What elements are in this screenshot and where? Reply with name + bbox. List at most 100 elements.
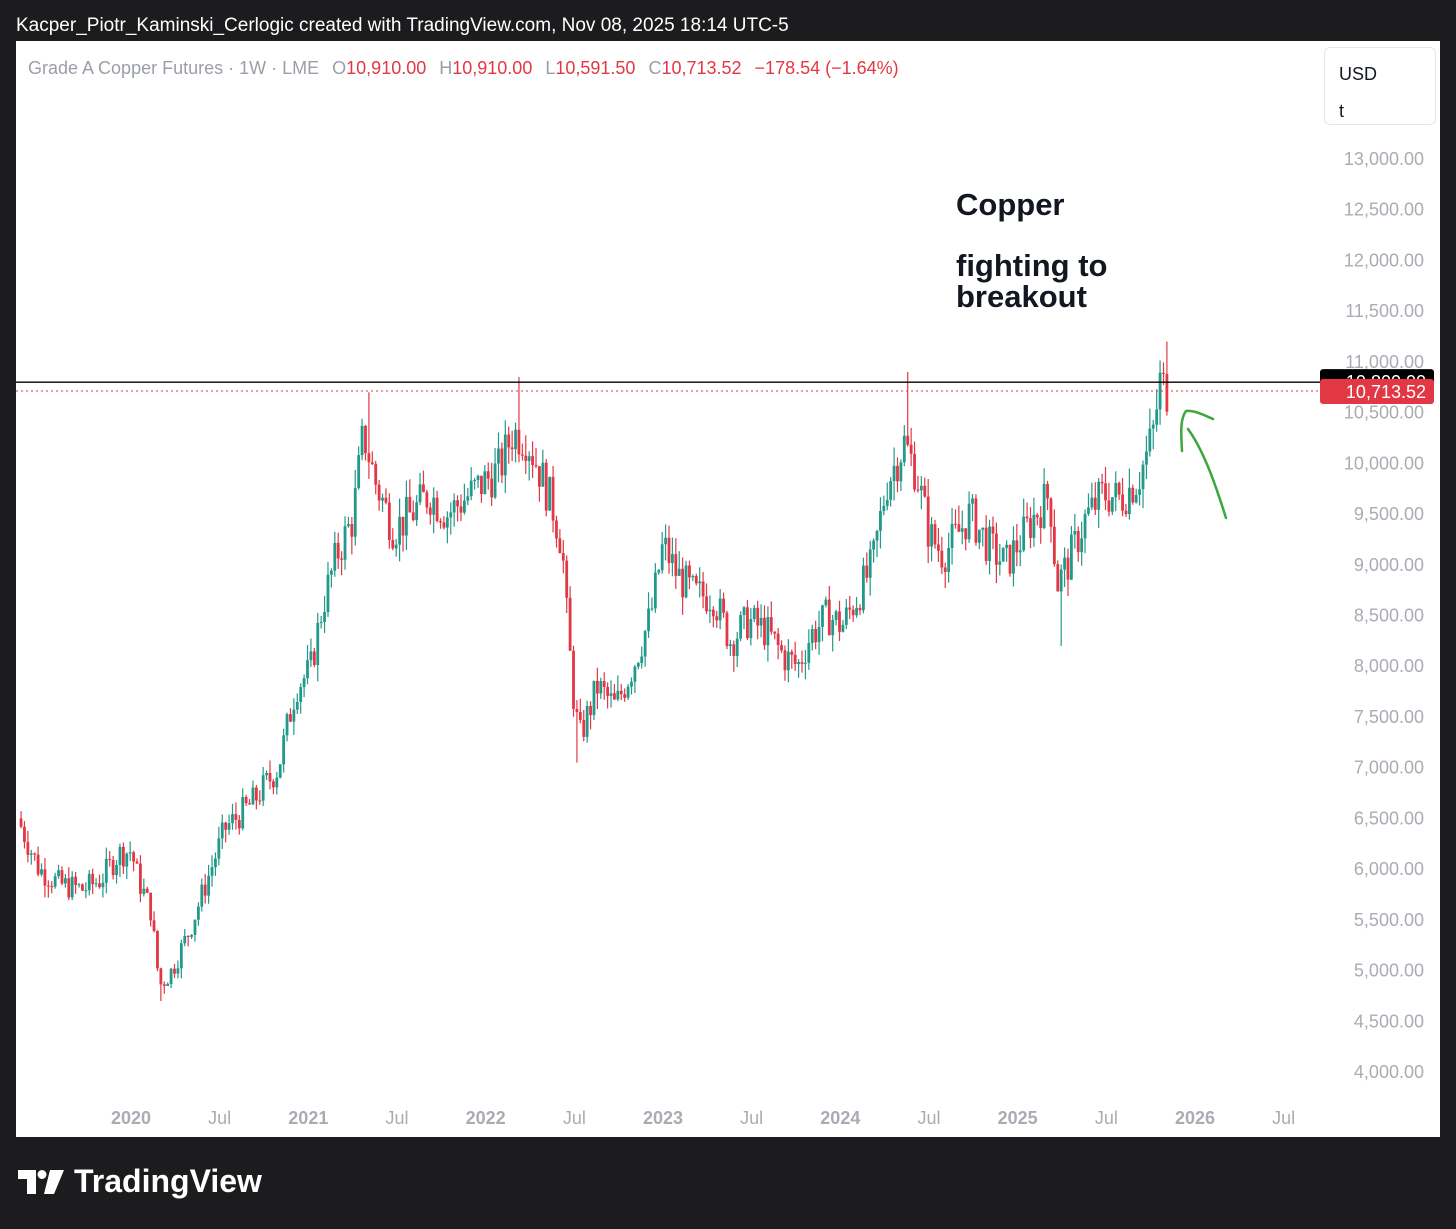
candle[interactable] <box>889 477 893 507</box>
candle[interactable] <box>616 675 620 702</box>
candle[interactable] <box>241 788 245 831</box>
candle[interactable] <box>606 682 610 709</box>
candle[interactable] <box>1114 471 1118 512</box>
candle[interactable] <box>906 372 910 447</box>
candle[interactable] <box>401 516 405 552</box>
candle[interactable] <box>671 537 674 577</box>
candle[interactable] <box>681 557 685 615</box>
candle[interactable] <box>677 551 681 577</box>
candle[interactable] <box>316 612 320 682</box>
candle[interactable] <box>882 495 886 516</box>
candle[interactable] <box>1070 526 1073 580</box>
candle[interactable] <box>701 572 705 609</box>
candle[interactable] <box>930 516 933 562</box>
candle[interactable] <box>589 701 592 730</box>
candle[interactable] <box>1127 468 1131 520</box>
candle[interactable] <box>1056 560 1060 592</box>
candle[interactable] <box>74 872 78 894</box>
candle[interactable] <box>865 552 869 583</box>
candle[interactable] <box>592 680 596 721</box>
candle[interactable] <box>1046 480 1049 511</box>
candle[interactable] <box>937 528 940 563</box>
candle[interactable] <box>422 470 425 493</box>
candle[interactable] <box>568 586 572 651</box>
candle[interactable] <box>425 489 429 514</box>
candle[interactable] <box>227 814 231 835</box>
candle[interactable] <box>739 611 743 642</box>
candle[interactable] <box>541 449 545 487</box>
candle[interactable] <box>694 573 698 586</box>
candle[interactable] <box>490 462 494 506</box>
candle[interactable] <box>977 529 981 550</box>
candle[interactable] <box>988 519 991 575</box>
candle[interactable] <box>94 878 98 888</box>
candle[interactable] <box>752 604 756 623</box>
candle[interactable] <box>374 460 378 495</box>
candle[interactable] <box>947 532 951 583</box>
candle[interactable] <box>1012 526 1015 587</box>
candle[interactable] <box>732 640 736 672</box>
candle[interactable] <box>517 377 521 463</box>
candle[interactable] <box>514 422 517 463</box>
candle[interactable] <box>633 664 637 693</box>
currency-unit-selector[interactable]: USD t <box>1324 47 1436 125</box>
candle[interactable] <box>1097 478 1101 529</box>
candle[interactable] <box>585 700 589 743</box>
candle[interactable] <box>452 493 456 527</box>
candle[interactable] <box>575 700 579 763</box>
candle[interactable] <box>43 857 47 898</box>
candle[interactable] <box>783 645 787 681</box>
candle[interactable] <box>933 519 937 549</box>
candle[interactable] <box>67 867 71 901</box>
candle[interactable] <box>1022 498 1026 553</box>
candle[interactable] <box>231 803 234 830</box>
candle[interactable] <box>981 527 985 547</box>
candle[interactable] <box>1093 482 1097 516</box>
candle[interactable] <box>70 871 74 901</box>
candle[interactable] <box>858 604 862 616</box>
candle[interactable] <box>473 478 477 490</box>
candle[interactable] <box>128 841 132 861</box>
candle[interactable] <box>299 683 303 714</box>
candle[interactable] <box>159 967 163 1001</box>
candle[interactable] <box>1032 497 1036 547</box>
candle[interactable] <box>1100 473 1104 494</box>
candle[interactable] <box>145 886 149 894</box>
candle[interactable] <box>1029 507 1032 549</box>
candle[interactable] <box>561 540 565 574</box>
candle[interactable] <box>534 447 538 469</box>
candle[interactable] <box>879 497 882 549</box>
candle[interactable] <box>821 604 824 642</box>
candle[interactable] <box>248 798 251 805</box>
candle[interactable] <box>684 560 688 599</box>
candle[interactable] <box>786 639 790 683</box>
candle[interactable] <box>551 465 555 533</box>
candle[interactable] <box>595 667 599 710</box>
candle[interactable] <box>582 709 586 742</box>
candle[interactable] <box>1155 389 1159 432</box>
candle[interactable] <box>674 538 678 590</box>
candle[interactable] <box>602 672 606 700</box>
candle[interactable] <box>892 447 896 501</box>
candle[interactable] <box>810 624 814 651</box>
candle[interactable] <box>527 451 531 481</box>
candle[interactable] <box>742 605 746 630</box>
candle[interactable] <box>565 555 569 614</box>
candle[interactable] <box>381 493 384 512</box>
candle[interactable] <box>800 650 804 673</box>
candle[interactable] <box>340 551 344 576</box>
candle[interactable] <box>763 605 766 650</box>
candle[interactable] <box>462 483 466 515</box>
candle[interactable] <box>503 420 507 494</box>
candle[interactable] <box>851 605 855 622</box>
candle[interactable] <box>251 780 255 805</box>
candle[interactable] <box>664 524 667 561</box>
candle[interactable] <box>630 677 633 695</box>
candle[interactable] <box>265 770 268 781</box>
candle[interactable] <box>387 493 391 549</box>
candle[interactable] <box>804 649 807 680</box>
candle[interactable] <box>960 510 964 545</box>
candle[interactable] <box>81 883 84 892</box>
candle[interactable] <box>1110 497 1114 515</box>
candle[interactable] <box>749 608 753 646</box>
